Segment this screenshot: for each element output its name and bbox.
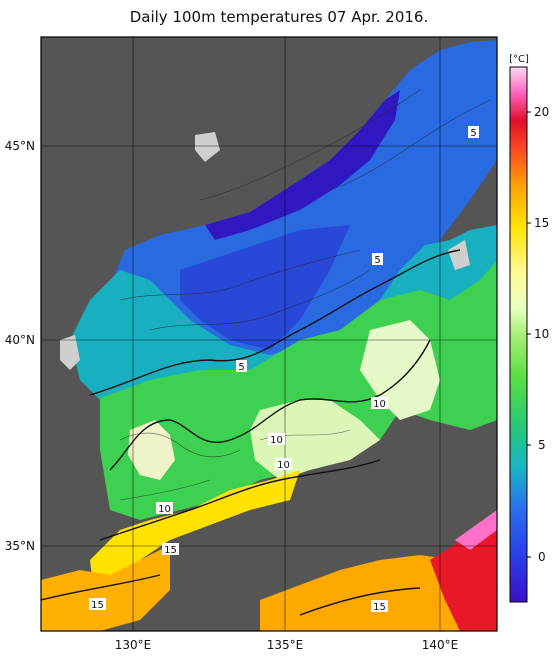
lat-label: 45°N — [5, 139, 35, 153]
sea-orange-south — [41, 545, 170, 631]
contour-label: 10 — [158, 504, 171, 515]
sea-warm-eddy — [128, 420, 175, 480]
colorbar-tick-label: 0 — [538, 550, 546, 564]
sea-yellow-band — [90, 470, 300, 600]
map-frame — [40, 36, 498, 632]
sea-orange-southeast — [260, 555, 470, 631]
contour-label-group: 5 5 5 10 10 10 10 15 15 15 — [89, 126, 479, 613]
lon-label: 140°E — [422, 638, 459, 652]
map-title: Daily 100m temperatures 07 Apr. 2016. — [129, 8, 429, 26]
lat-label: 35°N — [5, 539, 35, 553]
contour-label: 10 — [373, 399, 386, 410]
contour-label: 10 — [277, 460, 290, 471]
nodata-patch — [448, 240, 470, 270]
contour-label: 5 — [238, 362, 244, 373]
contour-lines — [41, 249, 461, 616]
colorbar-ticks — [527, 111, 531, 558]
colorbar-tick-label: 20 — [534, 105, 549, 119]
map-area — [41, 37, 497, 631]
colorbar-tick-label: 15 — [534, 216, 549, 230]
lat-label: 40°N — [5, 333, 35, 347]
sea-blue-center — [180, 225, 350, 350]
contour-label: 15 — [373, 602, 386, 613]
latitude-labels: 45°N 40°N 35°N — [5, 139, 35, 553]
minor-contours — [119, 89, 491, 501]
longitude-labels: 130°E 135°E 140°E — [115, 638, 459, 652]
colorbar-tick-label: 5 — [538, 438, 546, 452]
sea-red-current — [430, 520, 497, 631]
sea-coldest-strip — [205, 90, 400, 240]
colorbar-scale — [509, 66, 528, 603]
graticule — [41, 37, 497, 631]
colorbar-tick-label: 10 — [534, 327, 549, 341]
sea-cold-basin — [85, 40, 497, 400]
contour-label: 15 — [164, 545, 177, 556]
sea-pink-current — [455, 510, 497, 550]
contour-label: 10 — [270, 435, 283, 446]
lon-label: 130°E — [115, 638, 152, 652]
nodata-patch — [195, 132, 220, 162]
sea-cyan-band — [70, 225, 497, 400]
colorbar: [°C] 20 15 10 5 0 — [509, 54, 549, 603]
nodata-patch — [60, 335, 80, 370]
colorbar-unit: [°C] — [509, 54, 529, 65]
contour-label: 5 — [374, 255, 380, 266]
lon-label: 135°E — [267, 638, 304, 652]
contour-label: 15 — [91, 600, 104, 611]
contour-label: 5 — [470, 128, 476, 139]
